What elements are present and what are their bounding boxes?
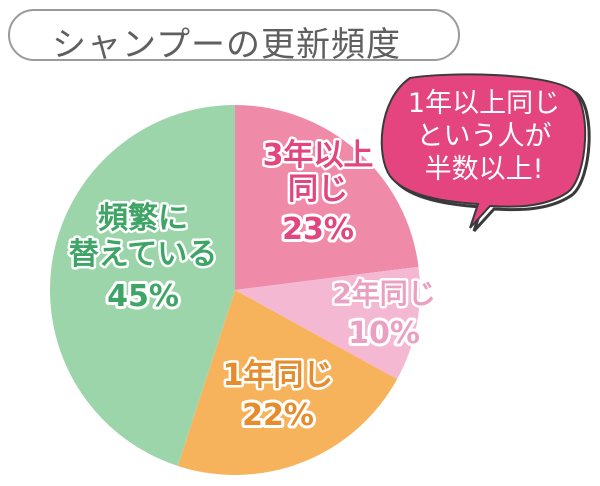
slice-label-4-line-2: 替えている bbox=[69, 237, 218, 272]
title-box: シャンプーの更新頻度 bbox=[8, 9, 460, 65]
slice-label-2-line-1: 2年同じ bbox=[332, 277, 435, 310]
pie-slice-4 bbox=[49, 105, 235, 466]
pie-slice-1 bbox=[235, 105, 419, 290]
slice-label-1-line-1: 3年以上 bbox=[263, 138, 374, 173]
slice-value-label-1: 23% bbox=[282, 212, 354, 247]
slice-label-1-line-2: 同じ bbox=[288, 172, 348, 207]
pie-slice-3 bbox=[177, 290, 398, 475]
callout-fill bbox=[380, 73, 587, 229]
callout-line-1: 1年以上同じ bbox=[408, 88, 560, 119]
callout-line-2: という人が bbox=[417, 121, 552, 152]
slice-value-label-4: 45% bbox=[107, 279, 179, 314]
slice-label-4-line-1: 頻繁に bbox=[98, 201, 188, 236]
pie-slice-2 bbox=[235, 266, 420, 380]
chart-title: シャンプーの更新頻度 bbox=[52, 25, 401, 65]
slice-value-label-2: 10% bbox=[348, 316, 420, 351]
slice-value-label-3: 22% bbox=[242, 398, 314, 433]
callout-line-3: 半数以上! bbox=[425, 154, 544, 185]
slice-label-3-line-1: 1年同じ bbox=[223, 358, 334, 393]
